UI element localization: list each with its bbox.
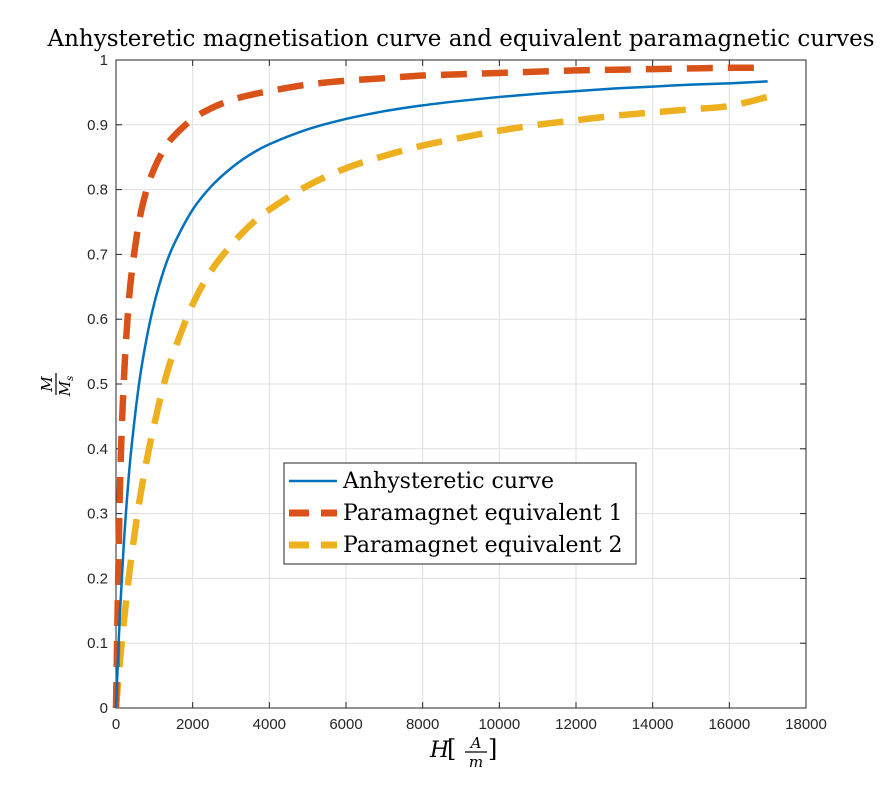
y-tick-label: 1 xyxy=(100,52,108,69)
y-tick-label: 0.2 xyxy=(87,570,108,587)
legend-label-paramagnet-2: Paramagnet equivalent 2 xyxy=(343,533,623,558)
y-tick-label: 0.6 xyxy=(87,311,108,328)
x-axis-label: H [ A m ] xyxy=(429,734,497,771)
y-tick-label: 0.7 xyxy=(87,246,108,263)
x-tick-label: 0 xyxy=(112,716,120,733)
y-tick-label: 0.8 xyxy=(87,182,108,199)
x-axis-label-denominator: m xyxy=(469,753,483,771)
y-tick-label: 0.3 xyxy=(87,506,108,523)
y-axis: 0 0.1 0.2 0.3 0.4 0.5 0.6 0.7 0.8 0.9 1 xyxy=(87,52,806,717)
legend: Anhysteretic curve Paramagnet equivalent… xyxy=(283,462,637,565)
grid xyxy=(116,60,806,708)
legend-box xyxy=(283,462,637,565)
legend-label-paramagnet-1: Paramagnet equivalent 1 xyxy=(343,501,623,526)
y-tick-label: 0 xyxy=(100,700,108,717)
y-axis-label-denominator: Ms xyxy=(56,376,76,398)
x-axis-label-numerator: A xyxy=(469,734,482,752)
y-tick-label: 0.1 xyxy=(87,635,108,652)
x-tick-label: 14000 xyxy=(632,716,674,733)
x-tick-label: 4000 xyxy=(253,716,286,733)
x-tick-label: 2000 xyxy=(176,716,209,733)
x-tick-label: 16000 xyxy=(708,716,750,733)
series-line-paramagnet-2 xyxy=(112,93,769,709)
x-axis: 0 2000 4000 6000 8000 10000 12000 14000 16000 180… xyxy=(112,60,827,733)
x-axis-label-main: H xyxy=(429,738,450,763)
y-axis-label: M Ms xyxy=(38,373,76,397)
x-tick-label: 8000 xyxy=(406,716,439,733)
series-line-paramagnet-1 xyxy=(112,64,768,709)
y-axis-label-numerator: M xyxy=(38,376,56,393)
x-tick-label: 10000 xyxy=(478,716,520,733)
y-tick-label: 0.9 xyxy=(87,117,108,134)
x-axis-label-open-bracket: [ xyxy=(447,735,456,763)
x-tick-label: 6000 xyxy=(329,716,362,733)
series-line-anhysteretic xyxy=(114,80,768,709)
x-axis-label-close-bracket: ] xyxy=(488,735,497,763)
y-tick-label: 0.4 xyxy=(87,441,108,458)
x-tick-label: 12000 xyxy=(555,716,597,733)
series-group xyxy=(112,64,769,709)
legend-label-anhysteretic: Anhysteretic curve xyxy=(342,469,554,494)
x-tick-label: 18000 xyxy=(785,716,827,733)
chart-title: Anhysteretic magnetisation curve and equ… xyxy=(46,26,874,52)
y-tick-label: 0.5 xyxy=(87,376,108,393)
